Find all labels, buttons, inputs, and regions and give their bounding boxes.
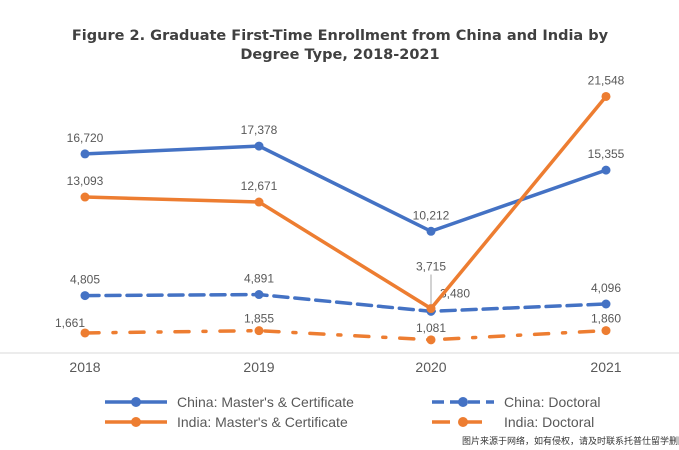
data-point — [601, 91, 611, 101]
data-point — [254, 141, 264, 151]
data-label: 3,715 — [416, 260, 446, 274]
data-label: 1,860 — [591, 312, 621, 326]
series-line — [83, 94, 608, 311]
data-point — [426, 335, 436, 345]
chart-title-line-2: Degree Type, 2018-2021 — [240, 47, 439, 63]
x-tick-label: 2018 — [69, 359, 100, 375]
data-point — [254, 290, 264, 300]
data-point — [80, 192, 90, 202]
data-label: 17,378 — [241, 123, 278, 137]
legend-marker — [131, 397, 141, 407]
data-point — [426, 304, 436, 314]
chart-title-line-1: Figure 2. Graduate First-Time Enrollment… — [72, 28, 609, 44]
data-point — [601, 326, 611, 336]
data-label: 4,096 — [591, 281, 621, 295]
data-label: 1,081 — [416, 321, 446, 335]
legend-label: China: Doctoral — [504, 394, 601, 410]
data-label: 4,805 — [70, 273, 100, 287]
data-point — [80, 291, 90, 301]
data-label: 13,093 — [67, 174, 104, 188]
data-point — [254, 197, 264, 207]
x-tick-label: 2019 — [243, 359, 274, 375]
legend-marker — [131, 417, 141, 427]
series-line — [83, 328, 608, 342]
data-point — [80, 328, 90, 338]
data-point — [80, 149, 90, 159]
x-tick-label: 2020 — [415, 359, 446, 375]
data-label: 12,671 — [241, 179, 278, 193]
legend-label: India: Master's & Certificate — [177, 414, 348, 430]
data-point — [601, 299, 611, 309]
data-point — [601, 165, 611, 175]
x-tick-label: 2021 — [590, 359, 621, 375]
data-label: 21,548 — [588, 73, 625, 87]
legend-label: China: Master's & Certificate — [177, 394, 354, 410]
series-line — [83, 292, 608, 314]
data-label: 1,855 — [244, 312, 274, 326]
legend-label: India: Doctoral — [504, 414, 594, 430]
legend-marker — [458, 417, 468, 427]
data-label: 4,891 — [244, 272, 274, 286]
data-label: 10,212 — [413, 208, 450, 222]
data-point — [254, 326, 264, 336]
legend-marker — [458, 397, 468, 407]
data-label: 16,720 — [67, 131, 104, 145]
data-point — [426, 226, 436, 236]
data-label: 1,661 — [55, 316, 85, 330]
watermark: 图片来源于网络，如有侵权，请及时联系托普仕留学删除 — [462, 435, 679, 446]
data-label: 15,355 — [588, 147, 625, 161]
